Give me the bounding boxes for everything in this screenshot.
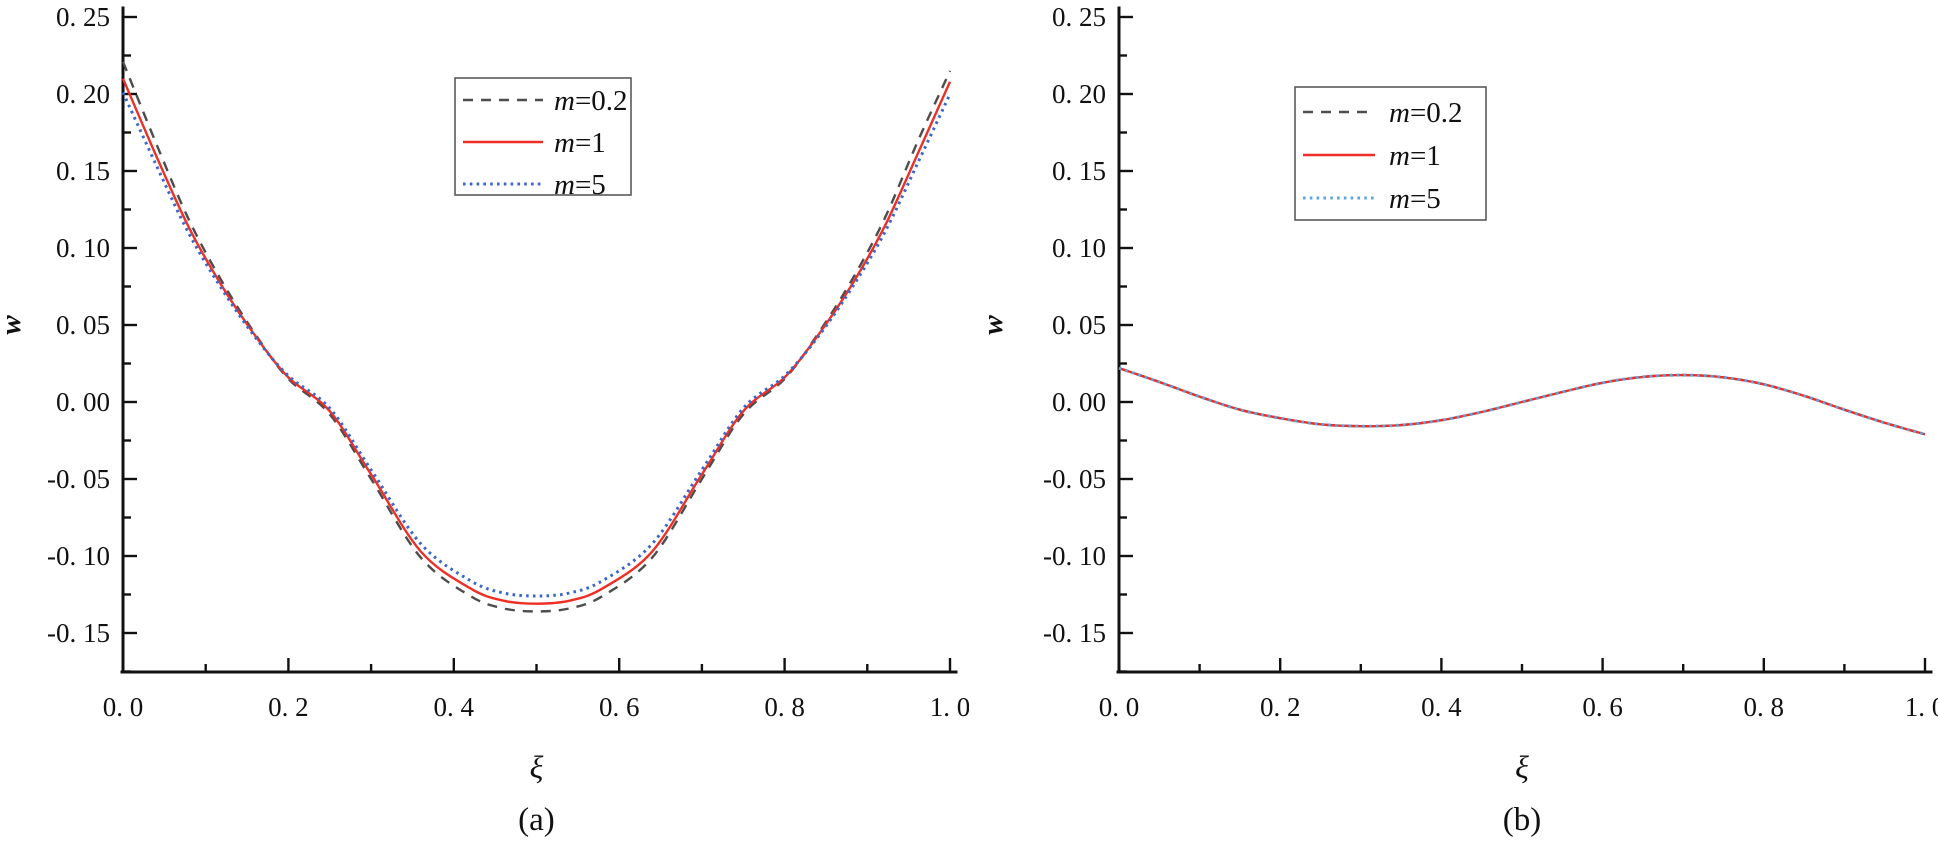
legend: m=0.2 m=1 m=5 — [454, 77, 632, 201]
legend-label: m=5 — [1389, 183, 1441, 215]
y-tick-label: -0. 10 — [1043, 541, 1106, 571]
chart-b-container: 0. 25 0. 20 0. 15 0. 10 0. 05 0. 00 -0. 05 -0. … — [969, 0, 1938, 843]
chart-a-plot: 0. 25 0. 20 0. 15 0. 10 0. 05 0. 00 -0. 05 -0. … — [0, 2, 969, 838]
x-tick-label: 0. 4 — [434, 692, 475, 722]
axes — [1116, 6, 1933, 674]
x-tick-label: 0. 0 — [103, 692, 144, 722]
legend: m=0.2 m=1 m=5 — [1294, 86, 1487, 221]
y-axis-tick-labels: 0. 25 0. 20 0. 15 0. 10 0. 05 0. 00 -0. 05 -0. … — [1043, 2, 1106, 648]
y-tick-label: 0. 05 — [56, 310, 110, 340]
legend-label: m=1 — [1389, 140, 1441, 172]
x-tick-label: 0. 2 — [1260, 692, 1301, 722]
y-tick-label: -0. 05 — [1043, 464, 1106, 494]
x-axis-label: ξ — [530, 749, 544, 785]
x-axis-tick-labels: 0. 0 0. 2 0. 4 0. 6 0. 8 1. 0 — [103, 692, 969, 722]
y-tick-label: 0. 10 — [56, 233, 110, 263]
y-tick-label: -0. 10 — [47, 541, 110, 571]
legend-box — [1294, 86, 1487, 221]
y-tick-label: 0. 05 — [1052, 310, 1106, 340]
chart-b-plot: 0. 25 0. 20 0. 15 0. 10 0. 05 0. 00 -0. 05 -0. … — [977, 2, 1938, 838]
legend-entry: m=0.2 — [1303, 97, 1463, 129]
x-tick-label: 0. 8 — [1744, 692, 1785, 722]
legend-label: m=5 — [554, 169, 606, 201]
y-tick-label: 0. 10 — [1052, 233, 1106, 263]
x-axis-label: ξ — [1515, 749, 1529, 785]
series-line-m-0.2 — [121, 61, 952, 613]
subplot-caption: (a) — [518, 802, 555, 838]
series-line-m-1 — [1118, 366, 1926, 436]
x-tick-label: 0. 0 — [1099, 692, 1140, 722]
legend-label: m=0.2 — [1389, 97, 1463, 129]
y-tick-label: 0. 20 — [1052, 79, 1106, 109]
legend-label: m=0.2 — [554, 85, 628, 117]
y-tick-label: 0. 15 — [1052, 156, 1106, 186]
legend-box — [454, 77, 632, 196]
subplot-caption: (b) — [1503, 802, 1541, 838]
x-tick-label: 0. 6 — [599, 692, 640, 722]
x-tick-label: 1. 0 — [930, 692, 969, 722]
x-tick-label: 0. 4 — [1421, 692, 1462, 722]
legend-entry: m=5 — [1303, 183, 1441, 215]
legend-entry: m=1 — [1303, 140, 1441, 172]
y-axis-tick-labels: 0. 25 0. 20 0. 15 0. 10 0. 05 0. 00 -0. 05 -0. … — [47, 2, 110, 648]
y-tick-label: 0. 25 — [56, 2, 110, 32]
y-tick-label: 0. 00 — [1052, 387, 1106, 417]
y-axis-ticks — [123, 15, 137, 673]
x-axis-ticks — [121, 658, 952, 672]
x-tick-label: 1. 0 — [1905, 692, 1938, 722]
series-line-m-1 — [121, 78, 952, 605]
y-tick-label: 0. 20 — [56, 79, 110, 109]
y-tick-label: 0. 15 — [56, 156, 110, 186]
legend-entry: m=5 — [463, 169, 606, 201]
y-axis-ticks — [1119, 15, 1133, 673]
legend-label: m=1 — [554, 127, 606, 159]
y-axis-label: w — [0, 315, 27, 335]
x-axis-ticks — [1117, 658, 1927, 672]
x-tick-label: 0. 8 — [764, 692, 805, 722]
series-line-m-5 — [1118, 366, 1926, 436]
y-tick-label: -0. 05 — [47, 464, 110, 494]
x-axis-tick-labels: 0. 0 0. 2 0. 4 0. 6 0. 8 1. 0 — [1099, 692, 1938, 722]
legend-entry: m=1 — [463, 127, 606, 159]
x-tick-label: 0. 6 — [1582, 692, 1623, 722]
y-axis-label: w — [977, 315, 1009, 335]
chart-a-container: 0. 25 0. 20 0. 15 0. 10 0. 05 0. 00 -0. 05 -0. … — [0, 2, 969, 838]
y-tick-label: -0. 15 — [47, 618, 110, 648]
series-group — [1118, 366, 1926, 436]
series-group — [121, 61, 952, 613]
y-tick-label: -0. 15 — [1043, 618, 1106, 648]
x-tick-label: 0. 2 — [268, 692, 309, 722]
y-tick-label: 0. 25 — [1052, 2, 1106, 32]
legend-entry: m=0.2 — [463, 85, 628, 117]
axes — [120, 6, 958, 674]
y-tick-label: 0. 00 — [56, 387, 110, 417]
